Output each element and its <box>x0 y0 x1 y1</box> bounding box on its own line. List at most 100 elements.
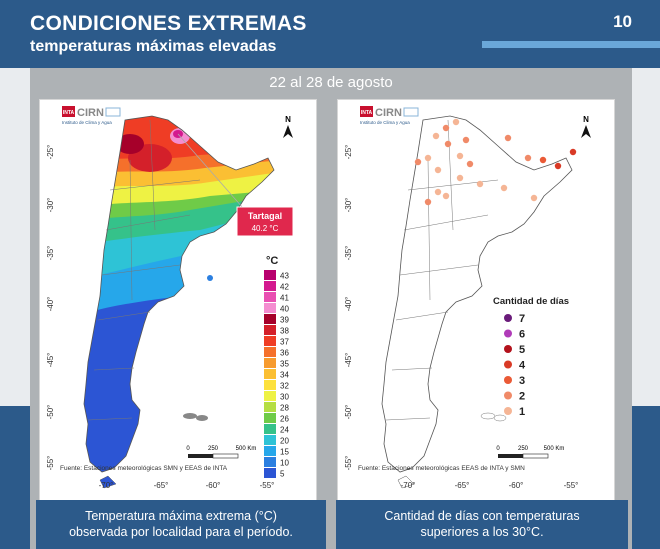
content-area: 22 al 28 de agosto <box>30 68 632 549</box>
north-label: N <box>285 115 291 124</box>
legend-label: 3 <box>519 375 525 387</box>
lon-axis: -70° -65° -60° -55° <box>99 481 275 490</box>
station-marker <box>434 188 442 196</box>
malvinas-islands <box>183 413 208 421</box>
legend-swatch <box>264 314 276 324</box>
legend-label: 20 <box>280 437 289 446</box>
legend-label: 40 <box>280 305 289 314</box>
legend-title: Cantidad de días <box>493 296 569 307</box>
caption-line: Cantidad de días con temperaturas <box>384 509 580 523</box>
legend-label: 5 <box>280 470 285 479</box>
legend-swatch <box>264 303 276 313</box>
legend-swatch <box>264 446 276 456</box>
lat-tick: -35° <box>344 246 353 261</box>
legend-swatch <box>504 391 512 400</box>
legend-label: 34 <box>280 371 289 380</box>
days-map: Cantidad de días 7 6 5 4 3 2 1 N INTA CIRN Ins… <box>344 106 591 490</box>
legend-swatch <box>264 347 276 357</box>
station-marker <box>414 158 422 166</box>
lat-tick: -35° <box>46 246 55 261</box>
station-marker <box>432 132 440 140</box>
station-markers <box>414 118 577 206</box>
station-marker <box>504 134 512 142</box>
footer-band-right <box>632 406 660 549</box>
lat-tick: -40° <box>344 297 353 312</box>
logo-name: CIRN <box>375 107 402 119</box>
scale-end: 500 Km <box>544 446 565 452</box>
station-marker <box>554 162 562 170</box>
legend-label: 41 <box>280 294 289 303</box>
lat-tick: -55° <box>46 456 55 471</box>
legend-label: 6 <box>519 329 525 341</box>
inta-logo-icon <box>360 106 373 117</box>
station-marker <box>466 160 474 168</box>
legend-label: 26 <box>280 415 289 424</box>
legend-swatch <box>504 329 512 338</box>
station-marker <box>442 192 450 200</box>
legend-label: 24 <box>280 426 289 435</box>
north-label: N <box>583 115 589 124</box>
logo-subtitle: Instituto de Clima y Agua <box>360 120 410 125</box>
lat-tick: -30° <box>344 198 353 213</box>
period-label: 22 al 28 de agosto <box>269 74 393 91</box>
scale-zero: 0 <box>186 446 190 452</box>
callout-value: 40.2 °C <box>252 224 279 233</box>
map-logo: INTA CIRN Instituto de Clima y Agua <box>62 106 121 125</box>
temperature-map: Tartagal 40.2 °C °C 43 42 41 40 39 38 37 36 35 34… <box>46 106 294 490</box>
scale-bar: 0 250 500 Km <box>186 446 256 459</box>
days-map-panel: Cantidad de días 7 6 5 4 3 2 1 N INTA CIRN Ins… <box>337 99 615 505</box>
legend-label: 35 <box>280 360 289 369</box>
header-accent-line <box>482 41 660 48</box>
logo-org: INTA <box>361 110 373 116</box>
legend-swatch <box>264 435 276 445</box>
station-marker <box>462 136 470 144</box>
legend-swatch <box>504 376 512 384</box>
lat-tick: -25° <box>344 145 353 160</box>
legend-swatch <box>504 345 512 353</box>
lon-tick: -55° <box>260 481 275 490</box>
logo-org: INTA <box>63 110 75 116</box>
lat-tick: -30° <box>46 198 55 213</box>
north-arrow: N <box>283 115 293 138</box>
station-marker <box>500 184 508 192</box>
legend-swatch <box>264 325 276 335</box>
left-caption: Temperatura máxima extrema (°C) observad… <box>36 500 326 549</box>
legend-label: 37 <box>280 338 289 347</box>
caption-line: superiores a los 30°C. <box>420 525 544 539</box>
caption-line: Temperatura máxima extrema (°C) <box>85 509 277 523</box>
legend-label: 39 <box>280 316 289 325</box>
lon-axis: -70° -65° -60° -55° <box>401 481 579 490</box>
lon-tick: -60° <box>509 481 524 490</box>
logo-subtitle: Instituto de Clima y Agua <box>62 120 112 125</box>
temperature-legend: °C 43 42 41 40 39 38 37 36 35 34 32 30 28 26 24 20 15 10 5 <box>264 255 289 479</box>
lat-tick: -50° <box>344 405 353 420</box>
legend-label: 1 <box>519 406 525 418</box>
map-logo: INTA CIRN Instituto de Clima y Agua <box>360 106 419 125</box>
lat-tick: -25° <box>46 145 55 160</box>
days-legend: Cantidad de días 7 6 5 4 3 2 1 <box>493 296 569 418</box>
scale-bar: 0 250 500 Km <box>496 446 565 459</box>
right-caption: Cantidad de días con temperaturas superi… <box>336 500 628 549</box>
legend-swatch <box>264 292 276 302</box>
lat-axis: -25° -30° -35° -40° -45° -50° -55° <box>344 145 353 471</box>
lon-tick: -70° <box>99 481 114 490</box>
scale-zero: 0 <box>496 446 500 452</box>
station-marker <box>424 198 432 206</box>
legend-label: 43 <box>280 272 289 281</box>
legend-swatch <box>264 336 276 346</box>
legend-label: 32 <box>280 382 289 391</box>
callout-label: Tartagal <box>248 211 282 221</box>
legend-swatch <box>504 407 512 415</box>
lat-tick: -45° <box>344 353 353 368</box>
station-marker <box>476 180 484 188</box>
legend-title: °C <box>266 255 278 267</box>
legend-swatch <box>264 413 276 423</box>
north-arrow: N <box>581 115 591 138</box>
legend-swatch <box>264 457 276 467</box>
callout-box <box>236 206 294 237</box>
legend-swatch <box>264 369 276 379</box>
map-source: Fuente: Estaciones meteorológicas SMN y … <box>60 465 228 472</box>
inta-logo-icon <box>62 106 75 117</box>
legend-label: 38 <box>280 327 289 336</box>
legend-swatch <box>264 281 276 291</box>
